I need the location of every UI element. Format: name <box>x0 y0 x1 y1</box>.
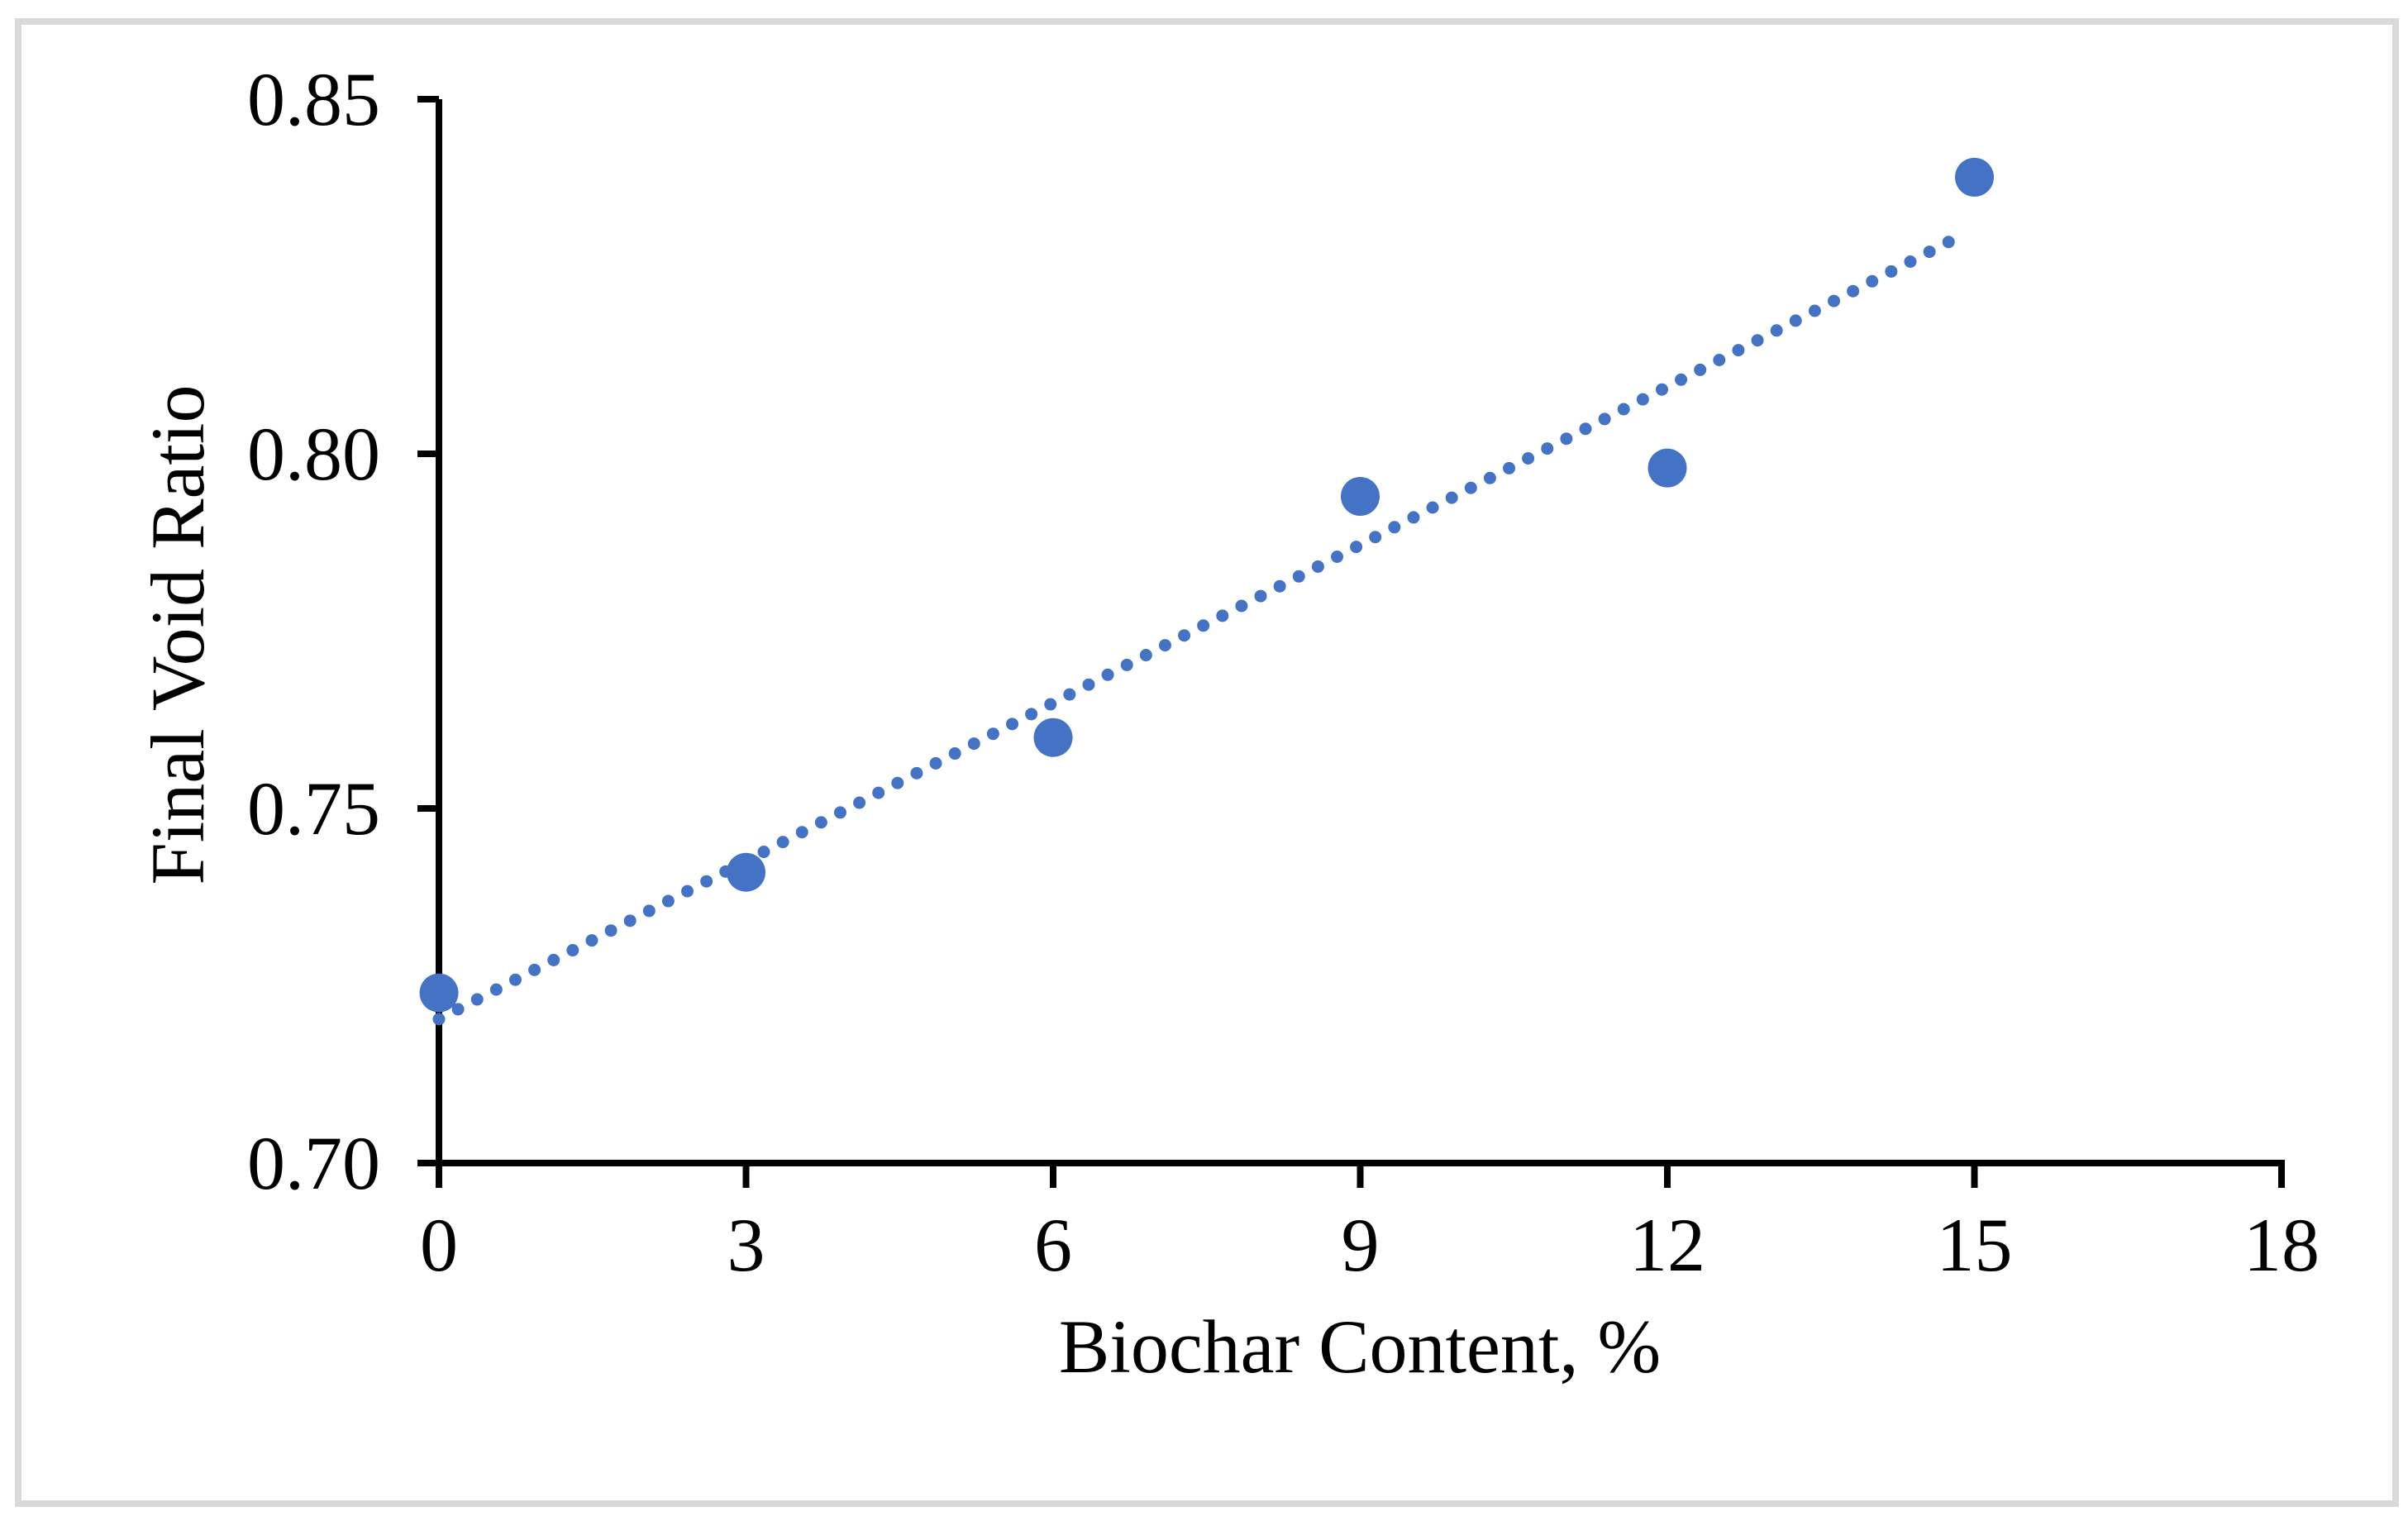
data-point <box>1647 448 1687 488</box>
trendline <box>432 226 1974 1026</box>
data-point <box>727 852 765 892</box>
y-tick-label: 0.80 <box>247 412 380 496</box>
data-point <box>1955 157 1994 197</box>
x-tick-label: 0 <box>420 1203 458 1287</box>
x-tick-label: 18 <box>2243 1203 2320 1287</box>
y-tick-label: 0.75 <box>247 766 380 851</box>
x-tick-label: 15 <box>1937 1203 2013 1287</box>
y-tick-label: 0.70 <box>247 1121 380 1205</box>
data-point <box>1033 718 1073 757</box>
x-axis-title: Biochar Content, % <box>1058 1304 1662 1389</box>
data-point <box>1341 476 1380 516</box>
y-tick-label: 0.85 <box>247 57 380 141</box>
figure-frame <box>15 18 2399 1507</box>
x-tick-label: 12 <box>1629 1203 1705 1287</box>
x-tick-label: 9 <box>1342 1203 1380 1287</box>
x-tick-label: 6 <box>1034 1203 1072 1287</box>
data-point <box>419 973 459 1013</box>
y-axis-title: Final Void Ratio <box>136 384 220 885</box>
x-tick-label: 3 <box>727 1203 765 1287</box>
